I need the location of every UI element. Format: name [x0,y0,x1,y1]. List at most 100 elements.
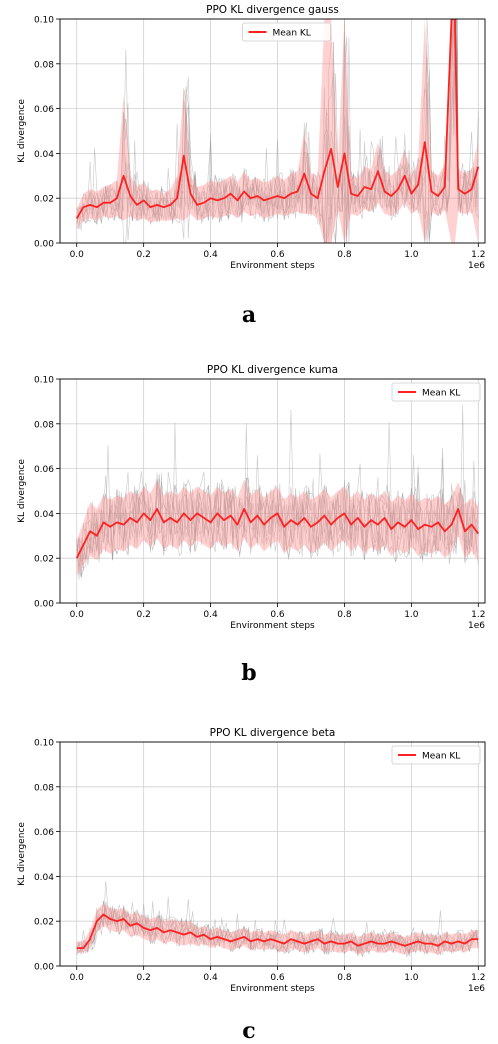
legend: Mean KL [391,745,481,765]
mean-kl-line [75,507,480,559]
x-tick-label: 1.0 [404,610,419,620]
y-tick-label: 0.04 [34,510,54,520]
axes-frame [59,18,486,244]
x-tick-label: 1.0 [404,250,419,260]
x-tick-label: 0.0 [70,973,85,983]
legend-label: Mean KL [422,752,460,762]
x-tick-label: 0.2 [136,973,150,983]
x-tick-label: 0.6 [270,610,285,620]
legend-box [391,382,481,402]
mean-kl-line [75,19,480,219]
x-tick-label: 0.2 [136,610,150,620]
run-line [76,19,479,243]
chart-gauss: 0.00 0.02 0.04 0.06 0.08 0.10 0.0 0.2 0.4 0.6 0.8 1… [17,4,486,271]
x-axis-label: Environment steps [230,984,315,994]
plot-area [75,404,480,580]
chart-kuma: 0.00 0.02 0.04 0.06 0.08 0.10 0.0 0.2 0.4 0.6 0.8 1… [17,364,486,631]
run-line [76,880,479,956]
y-tick-label: 0.04 [34,873,54,883]
run-line [76,899,479,957]
axes-frame [59,378,486,604]
chart-panel-a: 0.00 0.02 0.04 0.06 0.08 0.10 0.0 0.2 0.4 0.6 0.8 1… [0,0,498,300]
run-line [76,19,479,243]
x-tick-label: 0.4 [203,250,218,260]
y-tick-label: 0.00 [34,600,54,610]
y-tick-label: 0.06 [34,465,54,475]
y-tick-label: 0.08 [34,420,54,430]
legend-box [391,745,481,765]
run-line [76,896,479,955]
run-line [76,902,479,957]
x-scale-offset: 1e6 [468,984,485,994]
x-scale-offset: 1e6 [468,261,485,271]
y-axis-label: KL divergence [17,99,27,163]
chart-panel-c: 0.00 0.02 0.04 0.06 0.08 0.10 0.0 0.2 0.4 0.6 0.8 1… [0,723,498,1023]
run-line [76,19,479,243]
x-tick-label: 0.0 [70,250,85,260]
x-tick-label: 0.4 [203,973,218,983]
x-tick-label: 0.8 [337,250,352,260]
x-axis-label: Environment steps [230,621,315,631]
chart-title: PPO KL divergence gauss [206,4,339,16]
y-tick-label: 0.04 [34,150,54,160]
run-line [76,19,479,243]
y-tick-label: 0.08 [34,60,54,70]
legend-label: Mean KL [422,389,460,399]
x-tick-label: 0.4 [203,610,218,620]
x-tick-label: 1.2 [471,250,485,260]
y-tick-label: 0.10 [34,376,54,386]
y-tick-label: 0.02 [34,195,54,205]
x-tick-label: 1.2 [471,973,485,983]
panel-label-b: b [241,660,257,686]
x-tick-label: 1.2 [471,610,485,620]
run-line [76,19,479,243]
y-axis-label: KL divergence [17,822,27,886]
run-line [76,483,479,563]
run-line [76,455,479,568]
x-tick-label: 0.6 [270,250,285,260]
panel-label-a: a [241,302,257,328]
chart-title: PPO KL divergence kuma [207,364,338,376]
std-band [76,479,479,577]
y-tick-label: 0.00 [34,240,54,250]
run-line [76,900,479,954]
y-tick-label: 0.02 [34,555,54,565]
run-line [76,19,479,243]
panel-label-c: c [242,1018,256,1044]
axes-frame [59,741,486,967]
std-band [76,19,479,243]
legend-box [242,22,331,42]
plot-area [76,880,479,958]
run-line [76,906,479,958]
legend: Mean KL [242,22,331,42]
y-tick-label: 0.08 [34,783,54,793]
x-scale-offset: 1e6 [468,621,485,631]
run-line [76,907,479,958]
chart-beta: 0.00 0.02 0.04 0.06 0.08 0.10 0.0 0.2 0.4 0.6 0.8 1… [17,727,486,994]
x-tick-label: 0.8 [337,610,352,620]
y-axis-label: KL divergence [17,459,27,523]
run-line [76,404,479,572]
run-line [76,479,479,578]
x-tick-label: 0.6 [270,973,285,983]
x-tick-label: 1.0 [404,973,419,983]
legend-label: Mean KL [273,29,311,39]
y-tick-label: 0.06 [34,828,54,838]
run-line [76,422,479,566]
y-tick-label: 0.02 [34,918,54,928]
x-tick-label: 0.0 [70,610,85,620]
run-line [76,19,479,243]
chart-panel-b: 0.00 0.02 0.04 0.06 0.08 0.10 0.0 0.2 0.4 0.6 0.8 1… [0,360,498,660]
plot-area [75,19,480,243]
x-tick-label: 0.8 [337,973,352,983]
x-tick-label: 0.2 [136,250,150,260]
y-tick-label: 0.00 [34,963,54,973]
legend: Mean KL [391,382,481,402]
std-band [76,903,479,955]
x-axis-label: Environment steps [230,261,315,271]
mean-kl-line [76,913,479,950]
run-line [76,19,479,243]
y-tick-label: 0.10 [34,739,54,749]
run-line [76,422,479,580]
y-tick-label: 0.10 [34,16,54,26]
